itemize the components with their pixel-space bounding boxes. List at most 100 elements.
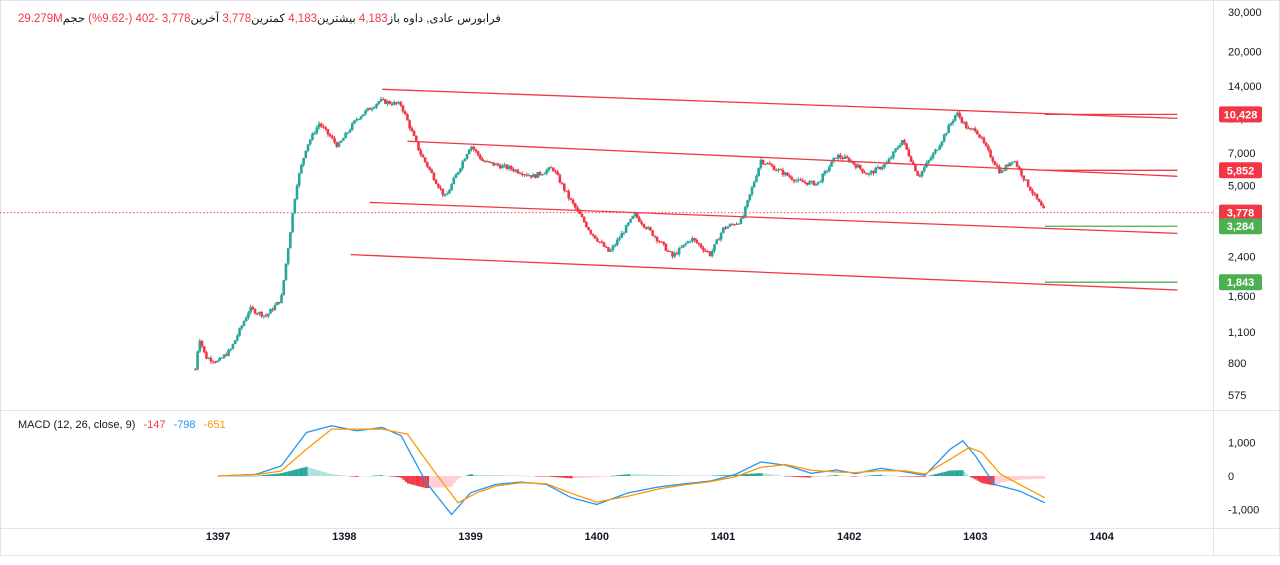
candle-up [677, 248, 681, 255]
candle-up [1000, 170, 1003, 174]
candle-down [790, 176, 794, 180]
trendline [369, 201, 1178, 235]
candle-down [529, 175, 533, 178]
hist-bar-neg [541, 476, 544, 477]
candle-up [622, 232, 626, 234]
candle-up [196, 351, 199, 370]
candle-up [940, 141, 944, 146]
hist-bar-pos [965, 474, 969, 476]
candle-up [233, 340, 237, 344]
candle-up [485, 161, 489, 163]
hist-bar-neg [850, 476, 854, 477]
hist-bar-pos [267, 474, 271, 476]
hist-bar-neg [550, 476, 553, 477]
hist-bar-pos [256, 475, 259, 477]
candle-up [1011, 161, 1014, 163]
hist-bar-pos [696, 475, 699, 477]
hist-bar-neg [577, 476, 580, 479]
candle-up [856, 164, 860, 168]
candle-up [620, 233, 623, 238]
candle-up [454, 174, 458, 178]
candle-up [238, 328, 241, 336]
candle-down [852, 161, 855, 165]
hist-bar-neg [797, 476, 801, 478]
candle-up [748, 194, 752, 201]
candle-up [198, 340, 202, 352]
hist-bar-neg [554, 476, 558, 478]
price-tick-label: 800 [1228, 358, 1246, 370]
hist-bar-pos [773, 474, 776, 476]
hist-bar-neg [974, 476, 977, 480]
candle-up [750, 187, 754, 195]
candle-down [1042, 205, 1045, 209]
high-value: 4,183 [288, 13, 317, 25]
candle-down [194, 369, 197, 371]
candle-down [328, 134, 332, 137]
hist-bar-pos [384, 475, 388, 477]
macd-legend: MACD (12, 26, close, 9) -147 -798 -651 [18, 419, 226, 431]
hist-bar-pos [471, 474, 474, 476]
hist-bar-neg [581, 476, 584, 478]
candle-down [574, 203, 577, 208]
candle-down [593, 235, 597, 239]
hist-bar-neg [398, 476, 401, 478]
hist-bar-pos [318, 470, 321, 476]
candle-down [989, 150, 992, 158]
hist-bar-neg [349, 476, 352, 477]
candle-up [808, 181, 811, 185]
hist-bar-pos [373, 475, 377, 477]
candle-down [664, 243, 668, 251]
candle-up [680, 247, 683, 249]
candle-down [903, 140, 906, 144]
candle-up [794, 180, 798, 182]
hist-bar-pos [652, 474, 655, 476]
candle-up [755, 176, 758, 182]
candle-up [929, 157, 933, 161]
candle-down [430, 169, 434, 173]
hist-bar-neg [806, 476, 809, 478]
hist-bar-pos [490, 475, 494, 476]
candle-up [448, 190, 451, 194]
candle-down [786, 172, 789, 176]
candle-down [772, 165, 776, 171]
hist-bar-pos [771, 474, 774, 476]
candle-up [951, 120, 955, 124]
candle-down [768, 163, 771, 165]
price-label-box [1219, 204, 1262, 221]
hist-bar-neg [848, 476, 851, 477]
candle-up [308, 139, 312, 145]
hist-bar-neg [402, 476, 405, 480]
candle-up [825, 170, 829, 172]
hist-bar-neg [976, 476, 980, 481]
hist-bar-neg [552, 476, 555, 477]
low-label: کمترین [251, 13, 285, 25]
candle-up [366, 108, 369, 111]
candle-up [883, 164, 886, 168]
hist-bar-pos [263, 474, 266, 476]
hist-bar-pos [314, 469, 317, 476]
hist-bar-neg [585, 476, 589, 478]
candle-up [814, 183, 818, 186]
price-tick-label: 7,000 [1228, 148, 1256, 160]
hist-bar-neg [566, 476, 569, 479]
hist-bar-pos [254, 475, 257, 477]
hist-bar-neg [791, 476, 794, 477]
candle-up [275, 301, 279, 306]
hist-bar-pos [844, 475, 847, 477]
candle-down [414, 135, 418, 142]
hist-bar-pos [764, 473, 768, 476]
hist-bar-neg [360, 476, 363, 477]
candle-down [984, 142, 988, 147]
hist-bar-neg [813, 476, 816, 478]
candle-down [763, 163, 767, 165]
hist-bar-pos [956, 470, 960, 476]
hist-bar-pos [680, 475, 684, 476]
candle-up [379, 99, 383, 102]
hist-bar-pos [528, 475, 531, 477]
candle-down [578, 210, 582, 214]
candle-up [218, 357, 221, 361]
candle-down [911, 161, 915, 165]
candle-up [494, 163, 498, 166]
